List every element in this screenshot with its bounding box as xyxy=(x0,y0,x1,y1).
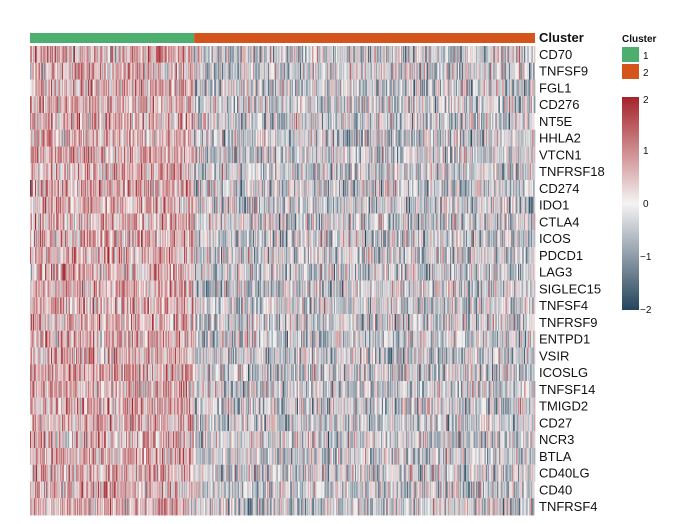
heatmap-row-pdcd1 xyxy=(30,247,536,265)
heatmap-row-siglec15 xyxy=(30,280,536,298)
row-label-ido1: IDO1 xyxy=(539,198,569,213)
cluster-bar-2 xyxy=(194,33,535,43)
cluster-legend-title: Cluster xyxy=(622,34,657,45)
row-label-cd40lg: CD40LG xyxy=(539,466,590,481)
row-label-pdcd1: PDCD1 xyxy=(539,248,583,263)
row-label-cd274: CD274 xyxy=(539,181,579,196)
heatmap-row-tmigd2 xyxy=(30,397,536,415)
scale-tick-minus-1: −1 xyxy=(640,252,652,263)
heatmap-row-ido1 xyxy=(30,196,536,214)
heatmap-row-tnfsf14 xyxy=(30,381,536,399)
heatmap-row-nt5e xyxy=(30,113,535,131)
row-label-icos: ICOS xyxy=(539,231,571,246)
cluster-legend-label-1: 1 xyxy=(643,51,649,62)
heatmap-row-vsir xyxy=(30,347,536,365)
row-label-tnfrsf18: TNFRSF18 xyxy=(539,164,605,179)
row-label-nt5e: NT5E xyxy=(539,114,573,129)
row-label-hhla2: HHLA2 xyxy=(539,131,581,146)
heatmap-row-btla xyxy=(30,448,536,466)
cluster-annotation-bar xyxy=(30,33,535,43)
heatmap-row-cd40lg xyxy=(30,464,536,482)
heatmap-row-icoslg xyxy=(30,364,535,382)
heatmap-row-tnfsf4 xyxy=(30,297,536,315)
heatmap-row-cd276 xyxy=(30,96,536,114)
heatmap-row-tnfrsf9 xyxy=(30,314,535,332)
row-label-tmigd2: TMIGD2 xyxy=(539,399,588,414)
heatmap-row-lag3 xyxy=(30,263,536,281)
heatmap-row-hhla2 xyxy=(30,129,536,147)
annotation-title: Cluster xyxy=(539,30,584,45)
row-label-fgl1: FGL1 xyxy=(539,81,572,96)
heatmap-row-icos xyxy=(30,230,536,248)
row-label-btla: BTLA xyxy=(539,449,572,464)
heatmap-row-cd40 xyxy=(30,481,535,499)
cluster-legend-swatch-1 xyxy=(622,47,639,62)
row-label-ncr3: NCR3 xyxy=(539,432,574,447)
color-scale-bar xyxy=(622,97,639,310)
row-label-icoslg: ICOSLG xyxy=(539,365,588,380)
heatmap-row-entpd1 xyxy=(30,330,536,348)
heatmap-row-cd70 xyxy=(30,46,536,64)
cluster-bar-1 xyxy=(30,33,195,43)
row-label-ctla4: CTLA4 xyxy=(539,215,579,230)
heatmap-row-cd27 xyxy=(30,414,536,432)
row-label-tnfrsf4: TNFRSF4 xyxy=(539,499,598,514)
heatmap-row-fgl1 xyxy=(30,79,536,97)
cluster-legend-label-2: 2 xyxy=(643,68,649,79)
scale-tick-0: 0 xyxy=(643,199,649,210)
heatmap-cells xyxy=(30,46,536,516)
row-label-tnfsf14: TNFSF14 xyxy=(539,382,595,397)
row-label-tnfsf9: TNFSF9 xyxy=(539,64,588,79)
scale-tick-2: 2 xyxy=(643,95,649,106)
row-label-vtcn1: VTCN1 xyxy=(539,148,582,163)
heatmap-row-tnfrsf18 xyxy=(30,163,536,181)
row-label-cd70: CD70 xyxy=(539,47,572,62)
row-label-lag3: LAG3 xyxy=(539,265,572,280)
heatmap-row-cd274 xyxy=(30,180,535,198)
row-label-tnfsf4: TNFSF4 xyxy=(539,298,588,313)
row-label-vsir: VSIR xyxy=(539,349,569,364)
row-label-siglec15: SIGLEC15 xyxy=(539,282,601,297)
cluster-legend-swatch-2 xyxy=(622,64,639,79)
row-label-cd276: CD276 xyxy=(539,97,579,112)
row-label-cd40: CD40 xyxy=(539,483,572,498)
scale-tick-minus-2: −2 xyxy=(640,305,652,316)
heatmap-row-ncr3 xyxy=(30,431,536,449)
row-label-entpd1: ENTPD1 xyxy=(539,332,590,347)
heatmap-row-tnfsf9 xyxy=(30,62,535,80)
scale-tick-1: 1 xyxy=(643,146,649,157)
color-scale-legend: 2 1 0 −1 −2 xyxy=(622,95,652,316)
heatmap-row-vtcn1 xyxy=(30,146,536,164)
cluster-legend: Cluster 1 2 xyxy=(622,34,657,79)
heatmap-row-ctla4 xyxy=(30,213,536,231)
row-label-cd27: CD27 xyxy=(539,416,572,431)
row-label-tnfrsf9: TNFRSF9 xyxy=(539,315,598,330)
heatmap-row-tnfrsf4 xyxy=(30,498,535,516)
